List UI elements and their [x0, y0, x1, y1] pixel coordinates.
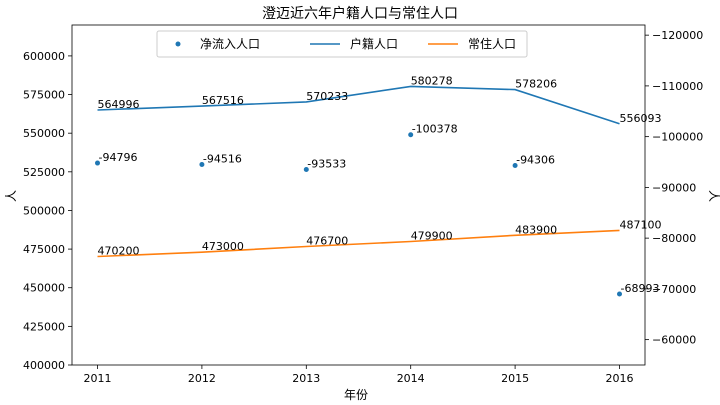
legend-label-registered: 户籍人口 — [350, 36, 398, 51]
data-label: 580278 — [411, 74, 453, 87]
series-1: 564996 567516 570233 580278 578206 556093 — [97, 74, 662, 125]
data-point — [617, 291, 622, 297]
y-tick-label-left: 450000 — [23, 282, 65, 295]
y-tick-label-left: 525000 — [23, 166, 65, 179]
y-tick-label-right: −110000 — [652, 80, 703, 93]
y-tick-label-left: 425000 — [23, 320, 65, 333]
data-label: -93533 — [307, 157, 346, 170]
y-tick-label-right: −60000 — [652, 334, 696, 347]
data-point — [95, 160, 100, 166]
y-axis-label-left: 人 — [4, 190, 18, 202]
data-point — [303, 166, 309, 172]
data-label: -100378 — [412, 123, 458, 136]
data-label: 476700 — [306, 234, 348, 247]
legend-marker-net-inflow — [175, 41, 181, 47]
y-tick-label-left: 575000 — [23, 89, 65, 102]
data-point — [408, 132, 414, 138]
x-tick-label: 2013 — [292, 372, 320, 385]
y-tick-label-right: −90000 — [652, 181, 696, 194]
x-axis-label: 年份 — [344, 388, 368, 402]
data-label: 556093 — [620, 112, 662, 125]
data-label: 578206 — [515, 78, 557, 91]
data-label: 487100 — [620, 218, 662, 231]
axes-layer: 2011 2012 2013 2014 2015 2016 400000 425000 4500… — [23, 24, 703, 385]
data-label: -94796 — [99, 151, 138, 164]
y-tick-label-left: 500000 — [23, 204, 65, 217]
x-tick-label: 2011 — [84, 372, 112, 385]
y-tick-label-left: 600000 — [23, 50, 65, 63]
data-label: -94516 — [203, 152, 242, 165]
x-tick-label: 2012 — [188, 372, 216, 385]
y-tick-label-left: 475000 — [23, 243, 65, 256]
series-line — [97, 85, 620, 125]
data-label: 479900 — [411, 230, 453, 243]
data-label: 570233 — [306, 90, 348, 103]
y-tick-label-left: 550000 — [23, 127, 65, 140]
y-tick-label-right: −100000 — [652, 131, 703, 144]
series-layer: -94796 -94516 -93533 -100378 -94306 -68993 564… — [95, 74, 662, 297]
legend-frame — [156, 30, 528, 58]
y-tick-label-left: 400000 — [23, 359, 65, 372]
y-axis-label-right: 人 — [707, 190, 720, 202]
data-point — [199, 161, 205, 167]
series-2: 470200 473000 476700 479900 483900 487100 — [97, 218, 662, 258]
series-line — [97, 229, 620, 258]
y-tick-label-right: −120000 — [652, 29, 703, 42]
legend-label-net-inflow: 净流入人口 — [200, 37, 260, 51]
data-label: -94306 — [516, 154, 555, 167]
plot-frame — [71, 24, 646, 366]
x-tick-label: 2015 — [501, 372, 529, 385]
chart-title: 澄迈近六年户籍人口与常住人口 — [262, 5, 458, 22]
x-tick-label: 2016 — [606, 372, 634, 385]
legend: 净流入人口 户籍人口 常住人口 — [156, 30, 528, 58]
data-label: 567516 — [202, 94, 244, 107]
data-label: 470200 — [98, 245, 140, 258]
data-label: 483900 — [515, 223, 557, 236]
legend-label-resident: 常住人口 — [468, 37, 516, 51]
data-point — [512, 163, 518, 169]
x-tick-label: 2014 — [397, 372, 425, 385]
data-label: 473000 — [202, 240, 244, 253]
data-label: 564996 — [98, 98, 140, 111]
y-tick-label-right: −70000 — [652, 283, 696, 296]
data-label: -68993 — [621, 282, 660, 295]
series-0: -94796 -94516 -93533 -100378 -94306 -68993 — [95, 123, 659, 297]
y-tick-label-right: −80000 — [652, 232, 696, 245]
